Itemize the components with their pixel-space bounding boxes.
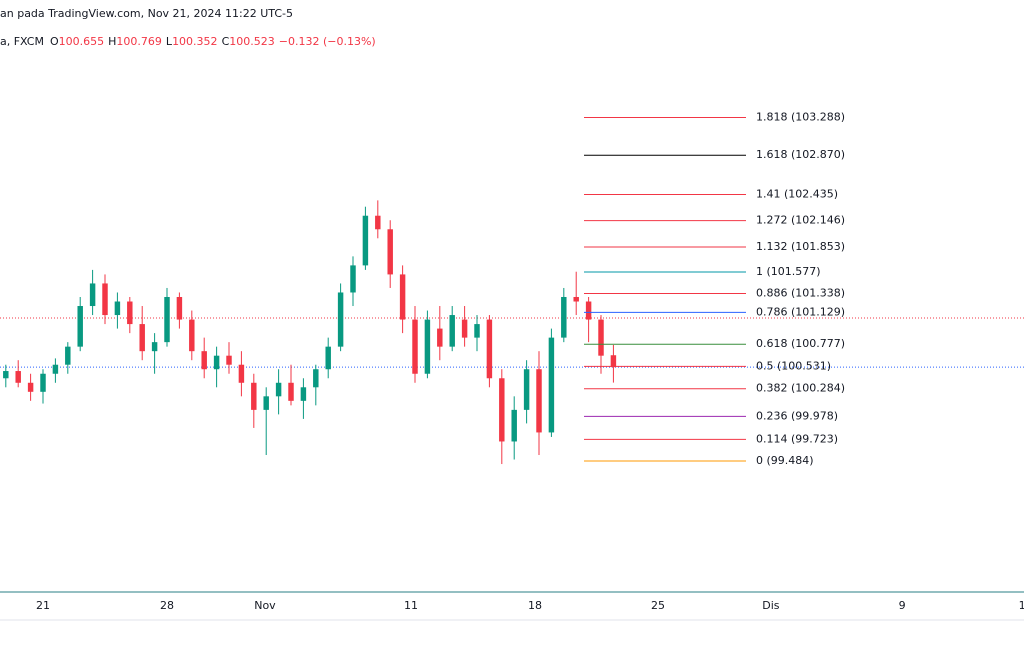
x-tick-label: 9: [899, 599, 906, 612]
fib-label: 1 (101.577): [756, 265, 821, 278]
candle-body: [548, 337, 555, 433]
candle-body: [251, 382, 257, 410]
candle-body: [449, 315, 455, 347]
ohlc-key: C: [222, 35, 230, 48]
candle-body: [573, 296, 579, 302]
candle-body: [238, 364, 245, 383]
ohlc-legend: a, FXCM O100.655 H100.769 L100.352 C100.523−…: [0, 35, 376, 48]
candle-body: [399, 274, 406, 320]
candle-body: [474, 324, 480, 338]
fib-label: 0.786 (101.129): [756, 305, 845, 318]
candle-body: [499, 378, 505, 442]
ohlc-key: O: [50, 35, 59, 48]
candle-body: [362, 215, 369, 266]
candle-body: [189, 319, 195, 352]
fib-label: 1.818 (103.288): [756, 110, 845, 123]
candle-body: [536, 369, 542, 433]
symbol: a, FXCM: [0, 35, 44, 48]
fib-label: 0.114 (99.723): [756, 432, 838, 445]
candle-body: [89, 283, 96, 307]
x-tick-label: 28: [160, 599, 174, 612]
candle-body: [511, 409, 517, 442]
candle-body: [598, 319, 604, 356]
x-tick-label: Nov: [254, 599, 276, 612]
candle-body: [52, 364, 59, 374]
ohlc-key: L: [166, 35, 173, 48]
x-tick-label: 11: [404, 599, 418, 612]
x-tick-label: 21: [36, 599, 50, 612]
candle-body: [350, 265, 356, 293]
candle-body: [412, 319, 418, 374]
fib-label: 1.618 (102.870): [756, 148, 845, 161]
candle-body: [65, 346, 71, 365]
candle-body: [151, 342, 158, 352]
candle-body: [3, 371, 9, 379]
candle-body: [102, 283, 108, 316]
candle-body: [585, 301, 592, 320]
candle-body: [325, 346, 331, 370]
x-tick-label: Dis: [762, 599, 780, 612]
candle-body: [610, 355, 617, 368]
candle-body: [201, 351, 207, 370]
candle-body: [424, 319, 431, 374]
candle-body: [437, 328, 443, 347]
candle-body: [15, 371, 21, 383]
change: −0.132 (−0.13%): [279, 35, 376, 48]
candle-body: [27, 382, 34, 392]
ohlc-value: 100.523: [229, 35, 275, 48]
ohlc-value: 100.769: [116, 35, 162, 48]
candle-body: [226, 355, 232, 365]
candle-body: [523, 369, 530, 410]
candle-body: [288, 382, 294, 401]
ohlc-key: H: [108, 35, 116, 48]
ohlc-value: 100.352: [172, 35, 218, 48]
candle-body: [275, 382, 282, 397]
x-tick-label: 18: [528, 599, 542, 612]
candle-body: [313, 369, 319, 388]
candle-body: [300, 387, 307, 401]
candle-body: [561, 296, 567, 338]
candle-body: [213, 355, 220, 370]
fib-label: 1.41 (102.435): [756, 188, 838, 201]
candle-body: [486, 319, 493, 379]
candle-body: [263, 396, 269, 410]
candle-body: [77, 306, 83, 347]
fib-label: 0.5 (100.531): [756, 359, 831, 372]
candle-body: [40, 373, 46, 392]
fib-label: 1.132 (101.853): [756, 240, 845, 253]
chart-title: an pada TradingView.com, Nov 21, 2024 11…: [0, 7, 293, 20]
candle-body: [164, 296, 170, 343]
candle-body: [337, 292, 344, 347]
candle-body: [375, 215, 381, 230]
fib-label: 0 (99.484): [756, 454, 814, 467]
candle-body: [176, 296, 183, 320]
fib-label: 0.382 (100.284): [756, 382, 845, 395]
fib-label: 1.272 (102.146): [756, 214, 845, 227]
x-tick-label: 25: [651, 599, 665, 612]
candle-body: [461, 319, 468, 338]
candle-body: [114, 301, 121, 316]
fib-label: 0.236 (99.978): [756, 409, 838, 422]
candle-body: [127, 301, 133, 325]
ohlc-value: 100.655: [59, 35, 105, 48]
x-tick-label: 1: [1019, 599, 1024, 612]
fib-label: 0.886 (101.338): [756, 287, 845, 300]
candle-body: [139, 324, 145, 352]
candle-body: [387, 229, 393, 275]
fib-label: 0.618 (100.777): [756, 337, 845, 350]
